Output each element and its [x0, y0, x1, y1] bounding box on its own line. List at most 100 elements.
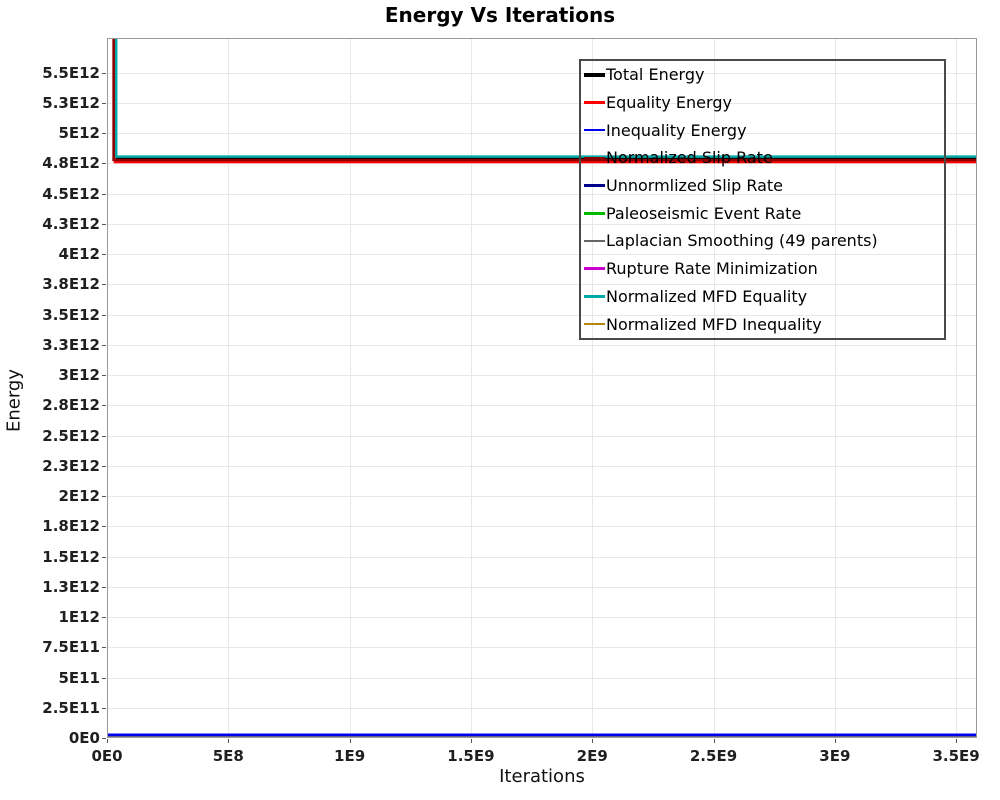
y-tick-mark — [102, 102, 106, 104]
gridline-horizontal — [108, 133, 976, 135]
y-tick-label: 1.3E12 — [42, 577, 100, 596]
legend-label: Normalized Slip Rate — [606, 148, 773, 168]
y-tick-mark — [102, 647, 106, 649]
y-tick-label: 2.5E11 — [42, 698, 100, 717]
gridline-horizontal — [108, 677, 976, 679]
y-tick-mark — [102, 586, 106, 588]
x-tick-mark — [107, 739, 108, 743]
y-tick-mark — [102, 223, 106, 225]
x-tick-label: 1E9 — [334, 747, 366, 765]
gridline-horizontal — [108, 526, 976, 528]
legend-item: Normalized MFD Inequality — [584, 311, 944, 338]
y-tick-mark — [102, 284, 106, 286]
x-tick-label: 5E8 — [212, 747, 244, 765]
legend-marker-total-energy — [584, 72, 605, 77]
gridline-vertical — [592, 39, 594, 737]
legend-label: Inequality Energy — [606, 120, 747, 140]
legend-item: Laplacian Smoothing (49 parents) — [584, 227, 944, 254]
legend-marker-normalized-slip-rate — [584, 156, 605, 160]
y-tick-label: 3.3E12 — [42, 335, 100, 354]
gridline-horizontal — [108, 72, 976, 74]
gridline-horizontal — [108, 647, 976, 649]
gridline-horizontal — [108, 617, 976, 619]
gridline-vertical — [470, 39, 472, 737]
y-tick-label: 1.5E12 — [42, 547, 100, 566]
legend-item: Total Energy — [584, 61, 944, 88]
legend-label: Unnormlized Slip Rate — [606, 176, 784, 196]
legend-marker-normalized-mfd-equality — [584, 295, 605, 298]
y-tick-mark — [102, 556, 106, 558]
legend-marker-normalized-mfd-inequality — [584, 322, 605, 326]
legend: Total Energy Equality Energy Inequality … — [579, 59, 946, 340]
y-tick-mark — [102, 526, 106, 528]
legend-marker-unnormlized-slip-rate — [584, 184, 605, 187]
legend-label: Laplacian Smoothing (49 parents) — [606, 231, 878, 251]
plot-area: Total Energy Equality Energy Inequality … — [107, 38, 977, 738]
legend-item: Inequality Energy — [584, 117, 944, 144]
y-tick-label: 1E12 — [58, 608, 100, 627]
y-tick-mark — [102, 344, 106, 346]
y-tick-mark — [102, 163, 106, 165]
y-tick-label: 7.5E11 — [42, 638, 100, 657]
x-tick-mark — [470, 739, 472, 743]
y-tick-label: 3E12 — [58, 366, 100, 385]
x-tick-mark — [349, 739, 351, 743]
gridline-horizontal — [108, 496, 976, 498]
gridline-horizontal — [108, 405, 976, 407]
y-tick-label: 0E0 — [68, 729, 100, 747]
chart-title: Energy Vs Iterations — [384, 3, 616, 27]
x-tick-mark — [713, 739, 715, 743]
gridline-vertical — [713, 39, 715, 737]
y-tick-mark — [102, 677, 106, 679]
y-tick-label: 5E12 — [58, 124, 100, 143]
gridline-horizontal — [108, 344, 976, 346]
y-tick-label: 4.8E12 — [42, 154, 100, 173]
legend-item: Equality Energy — [584, 89, 944, 116]
y-tick-mark — [102, 465, 106, 467]
gridline-vertical — [349, 39, 351, 737]
legend-marker-laplacian-smoothing — [584, 239, 605, 243]
y-tick-mark — [102, 435, 106, 437]
legend-label: Normalized MFD Equality — [606, 286, 808, 306]
y-tick-label: 4.3E12 — [42, 214, 100, 233]
data-series-lines — [108, 39, 976, 737]
gridline-horizontal — [108, 102, 976, 104]
gridline-vertical — [956, 39, 958, 737]
legend-item: Normalized Slip Rate — [584, 144, 944, 171]
x-tick-mark — [228, 739, 230, 743]
y-tick-label: 2.3E12 — [42, 456, 100, 475]
y-tick-mark — [102, 254, 106, 256]
series-line-3 — [112, 39, 976, 162]
gridline-horizontal — [108, 556, 976, 558]
y-tick-label: 5E11 — [58, 668, 100, 687]
y-axis-title: Energy — [3, 368, 25, 433]
gridline-horizontal — [108, 435, 976, 437]
y-tick-label: 3.5E12 — [42, 305, 100, 324]
gridline-horizontal — [108, 586, 976, 588]
y-tick-mark — [102, 314, 106, 316]
x-tick-label: 3.5E9 — [932, 747, 980, 765]
legend-marker-equality-energy — [584, 101, 605, 104]
legend-item: Rupture Rate Minimization — [584, 255, 944, 282]
legend-item: Paleoseismic Event Rate — [584, 200, 944, 227]
y-tick-label: 1.8E12 — [42, 517, 100, 536]
y-tick-mark — [102, 617, 106, 619]
x-axis-title: Iterations — [499, 766, 585, 787]
gridline-horizontal — [108, 223, 976, 225]
legend-label: Rupture Rate Minimization — [606, 259, 818, 279]
y-tick-mark — [102, 405, 106, 407]
gridline-horizontal — [108, 163, 976, 165]
y-tick-label: 2.5E12 — [42, 426, 100, 445]
y-tick-label: 5.3E12 — [42, 93, 100, 112]
y-tick-label: 2E12 — [58, 487, 100, 506]
gridline-horizontal — [108, 375, 976, 377]
gridline-horizontal — [108, 193, 976, 195]
gridline-horizontal — [108, 284, 976, 286]
x-tick-label: 2.5E9 — [689, 747, 738, 765]
y-tick-label: 2.8E12 — [42, 396, 100, 415]
y-tick-label: 5.5E12 — [42, 63, 100, 82]
gridline-horizontal — [108, 314, 976, 316]
gridline-vertical — [834, 39, 836, 737]
y-tick-mark — [102, 738, 106, 739]
